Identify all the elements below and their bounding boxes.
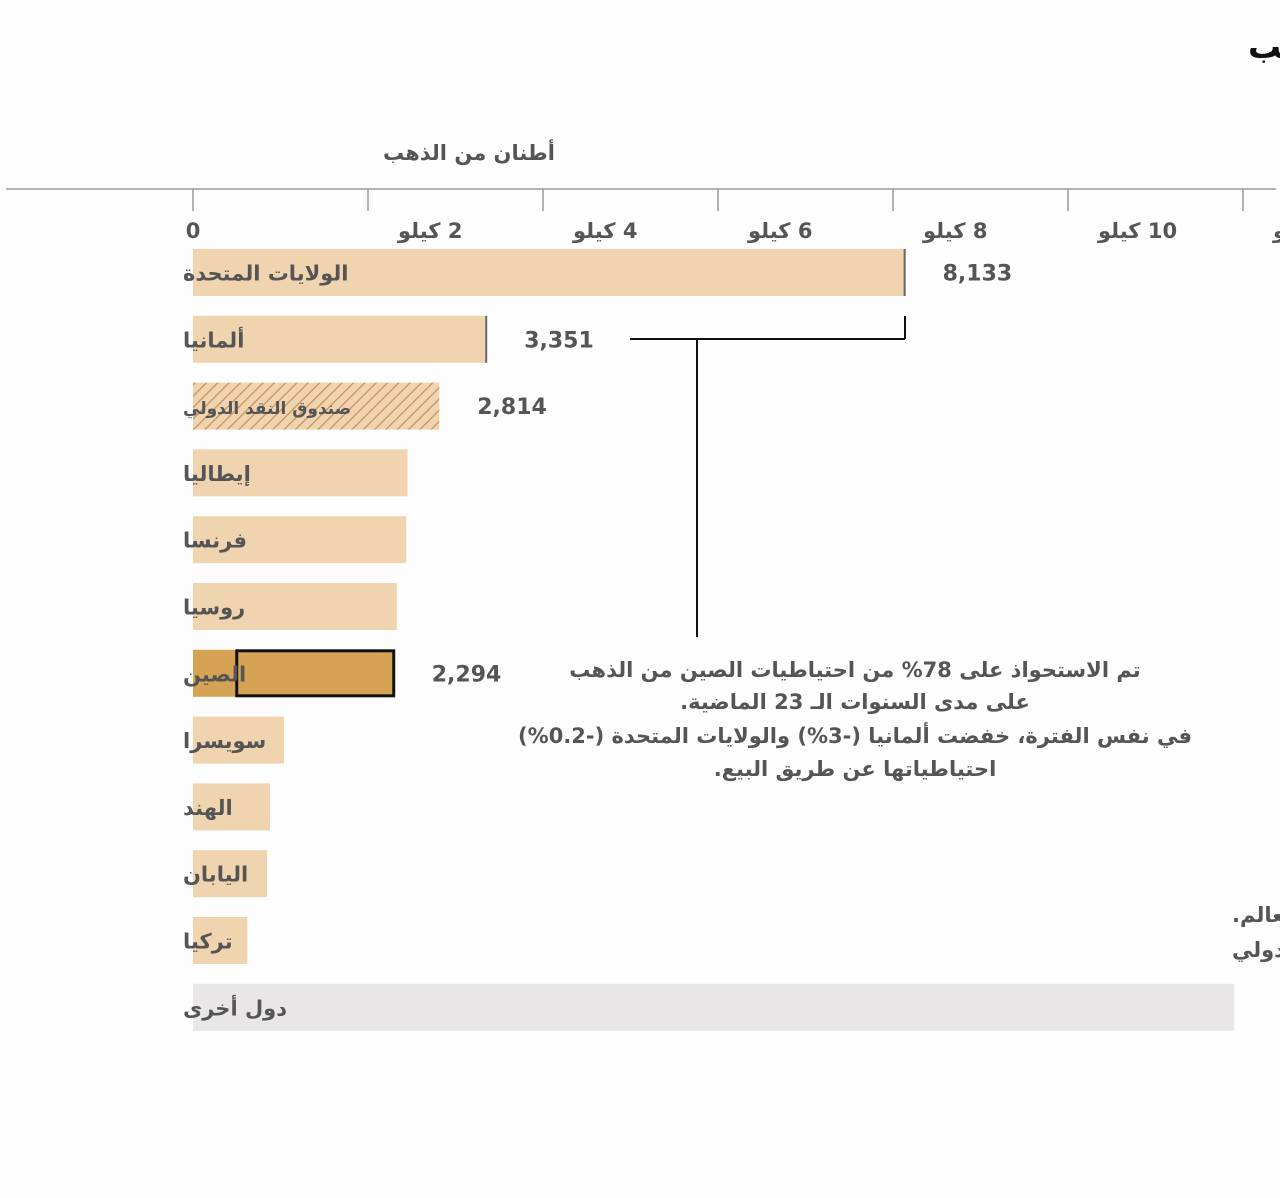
value-label: 2,294 (432, 662, 502, 687)
x-tick-label: 0 (186, 219, 201, 243)
bar (193, 315, 487, 363)
category-label: دول أخرى (183, 993, 287, 1020)
x-tick-label: 4 كيلو (572, 219, 637, 243)
value-label: 2,814 (477, 395, 547, 420)
value-label: 8,133 (943, 262, 1013, 287)
bar (193, 516, 407, 564)
bar (193, 917, 248, 964)
china-annotation-line-4: احتياطياتها عن طريق البيع. (714, 757, 997, 781)
bar-china-increase (193, 649, 394, 697)
chart-title: ترتيب الحيازات الرسمية للذهب (1248, 27, 1280, 67)
bar (193, 716, 284, 764)
category-label: إيطاليا (183, 462, 251, 486)
category-label: تركيا (183, 930, 233, 954)
bars-group (193, 249, 1235, 1031)
other-annotation-line-2: لا يشمل صندوق النقد الدولي (1232, 938, 1280, 962)
x-tick-label: 10 كيلو (1097, 219, 1177, 243)
category-label: فرنسا (183, 529, 247, 553)
category-label: الصين (183, 662, 246, 686)
bar (193, 583, 397, 630)
other-annotation: 33% من احتياطيات العالم. لا يشمل صندوق ا… (1232, 903, 1280, 962)
bar-imf (193, 382, 440, 430)
category-label: اليابان (183, 863, 248, 887)
category-label: صندوق النقد الدولي (183, 399, 351, 419)
category-label: سويسرا (183, 729, 266, 753)
bar (193, 850, 268, 898)
category-label: ألمانيا (183, 325, 244, 352)
bar-other-countries (193, 983, 1235, 1031)
x-tick-label: 6 كيلو (747, 219, 812, 243)
x-axis-ticks: 0 2 كيلو 4 كيلو 6 كيلو 8 كيلو 10 كيلو 12 كيلو (186, 189, 1280, 243)
x-tick-label: 12 كيلو (1272, 219, 1280, 243)
bar (193, 783, 270, 831)
other-annotation-line-1: 33% من احتياطيات العالم. (1232, 903, 1280, 927)
category-label: الولايات المتحدة (183, 262, 348, 286)
bar (193, 249, 905, 296)
value-label: 3,351 (524, 328, 594, 353)
x-tick-label: 2 كيلو (397, 219, 462, 243)
x-tick-label: 8 كيلو (922, 219, 987, 243)
value-labels: 8,133 3,351 2,814 2,294 (432, 262, 1013, 688)
axis-title: أطنان من الذهب (383, 138, 555, 165)
china-annotation-line-2: على مدى السنوات الـ 23 الماضية. (680, 690, 1030, 714)
china-annotation: تم الاستحواذ على 78% من احتياطيات الصين … (518, 658, 1192, 781)
category-labels: الولايات المتحدة ألمانيا صندوق النقد الدول… (183, 262, 351, 1021)
bar (193, 449, 408, 497)
category-label: روسيا (183, 596, 245, 620)
bar-china-outline (235, 649, 396, 698)
china-annotation-line-3: في نفس الفترة، خفضت ألمانيا (-3%) والولا… (518, 721, 1192, 748)
china-annotation-line-1: تم الاستحواذ على 78% من احتياطيات الصين … (569, 658, 1140, 682)
category-label: الهند (183, 796, 233, 820)
annotation-connector (630, 316, 906, 637)
